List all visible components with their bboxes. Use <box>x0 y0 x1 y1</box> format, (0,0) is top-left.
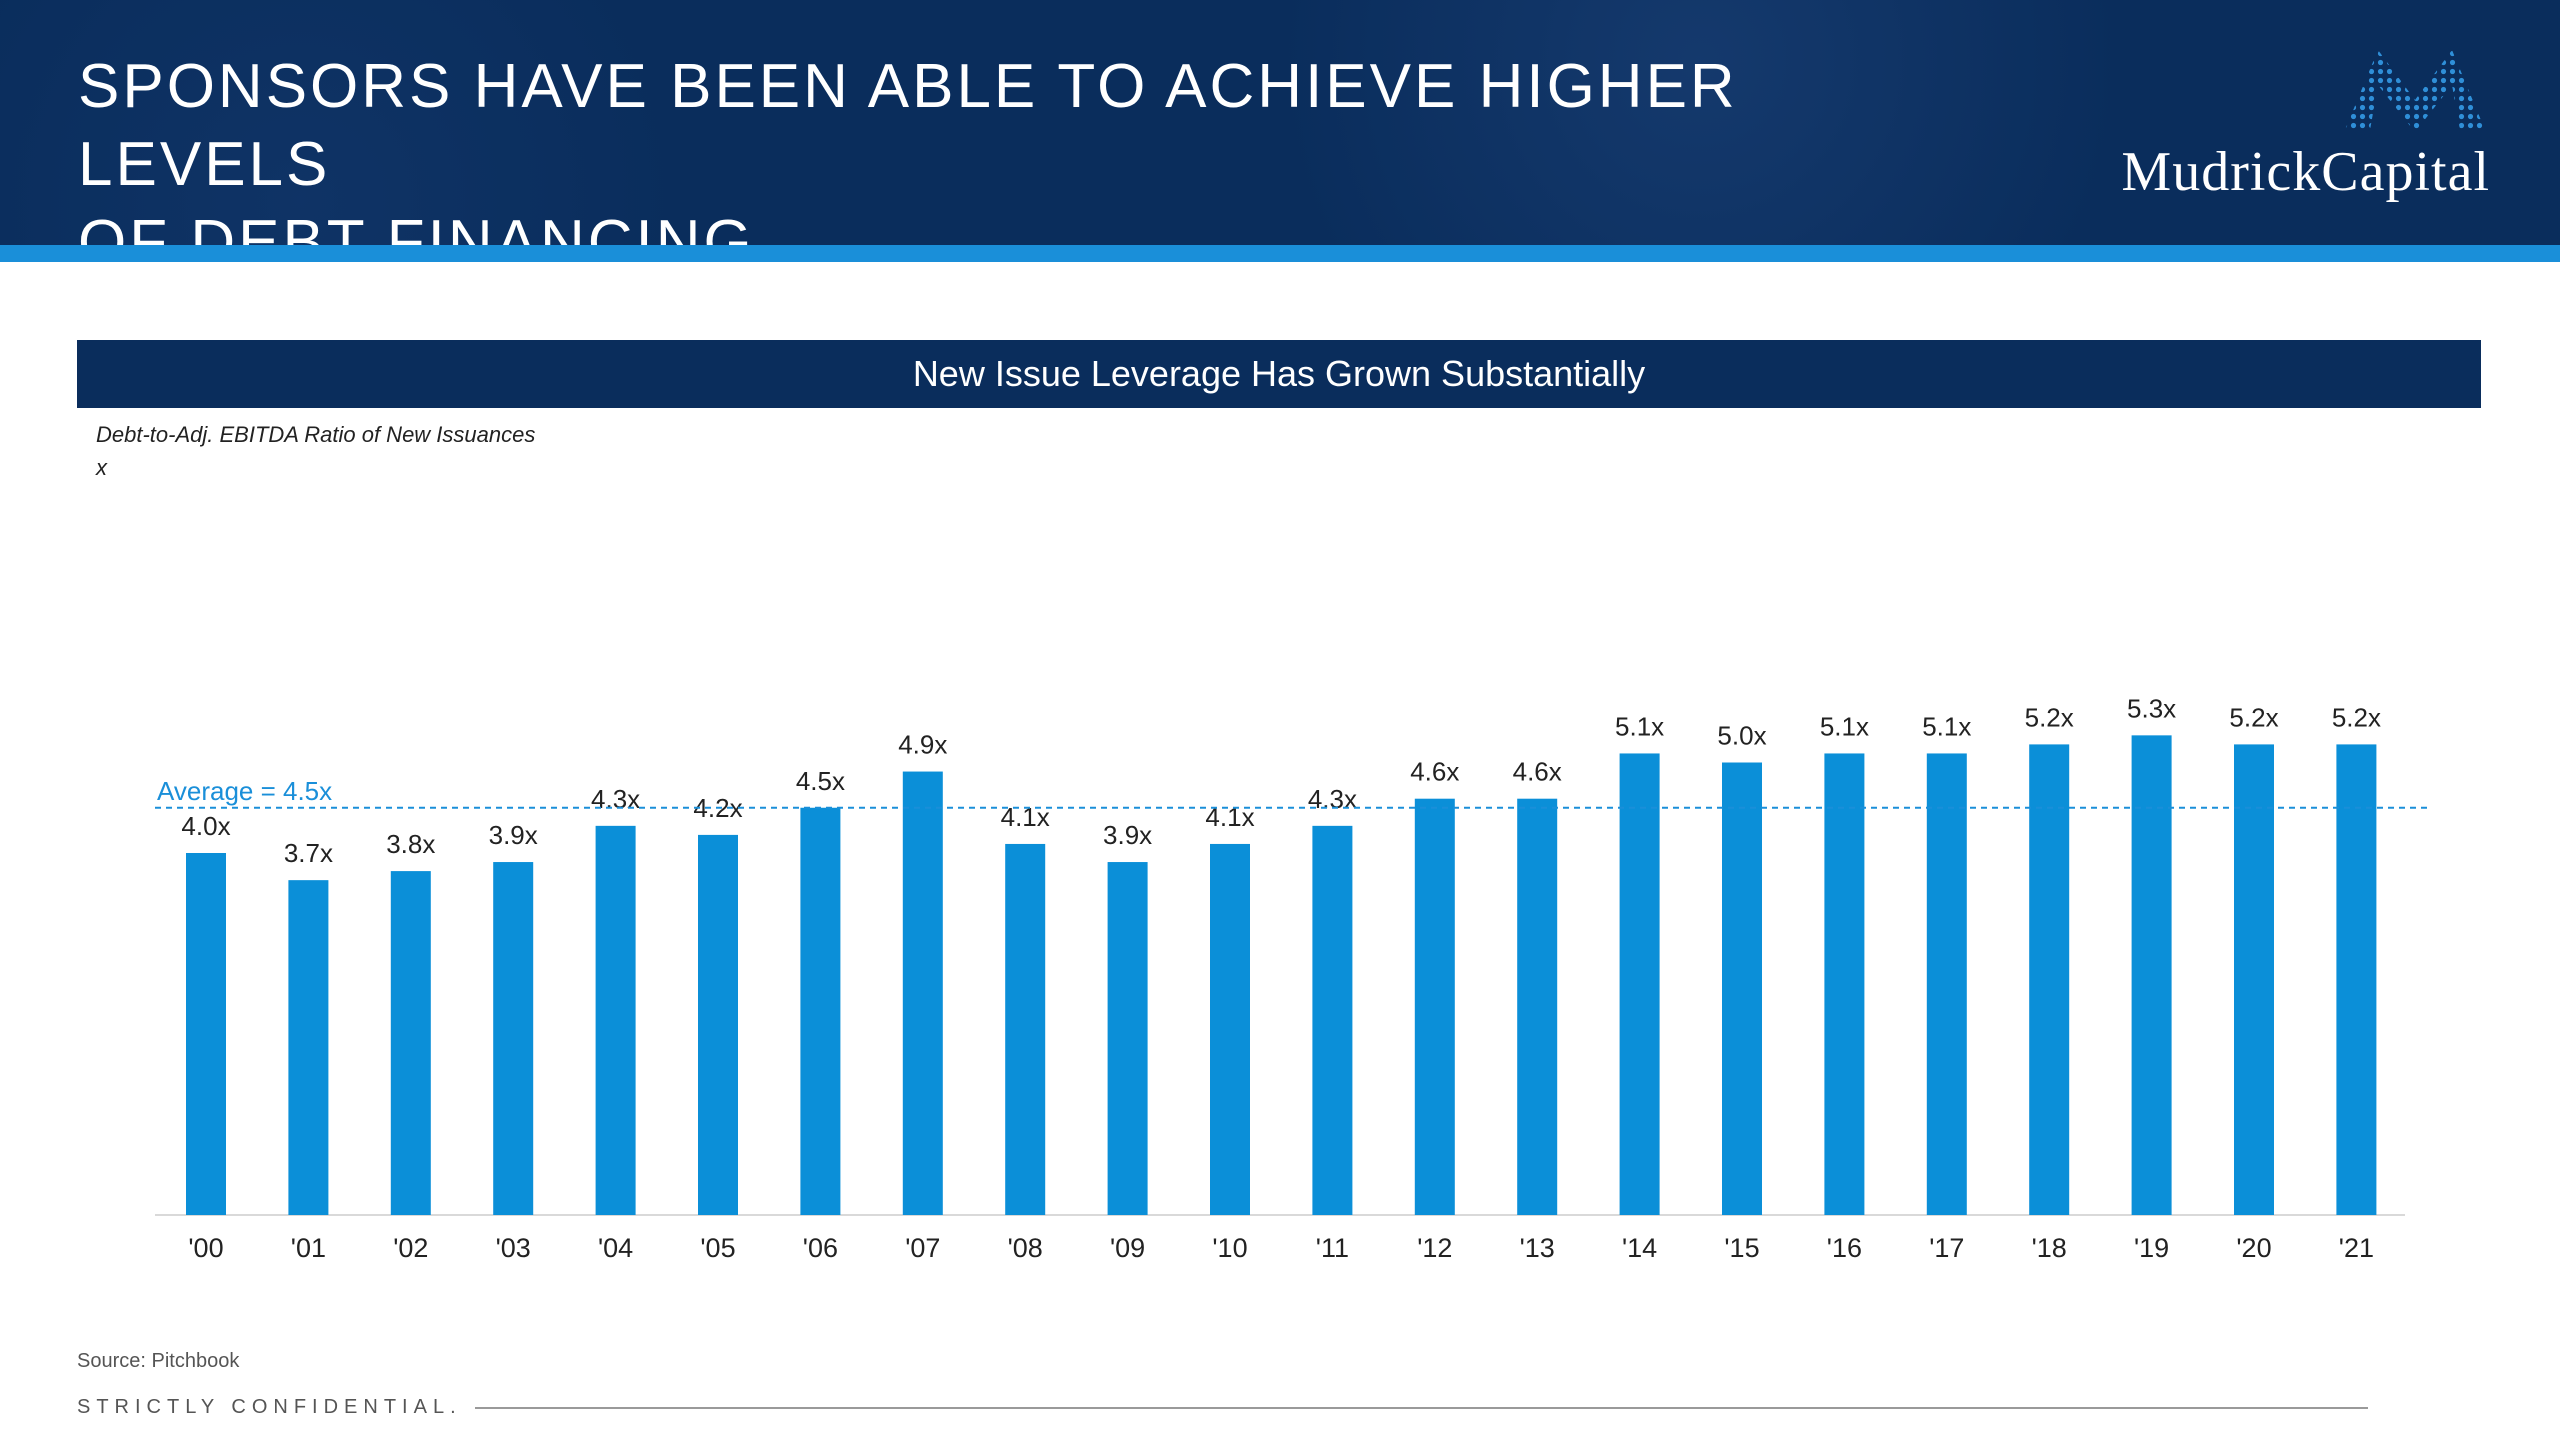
bar <box>1517 798 1558 1215</box>
bar <box>800 807 841 1215</box>
source-note: Source: Pitchbook <box>77 1350 240 1372</box>
bar <box>1926 753 1967 1215</box>
x-tick-label: '19 <box>2134 1233 2169 1263</box>
x-tick-label: '21 <box>2339 1233 2374 1263</box>
x-tick-label: '13 <box>1520 1233 1555 1263</box>
bar-value-label: 4.1x <box>1001 802 1050 832</box>
bar <box>1107 862 1148 1215</box>
bar <box>186 853 226 1215</box>
x-tick-label: '08 <box>1008 1233 1043 1263</box>
page-title-line2: OF DEBT FINANCING <box>78 208 755 277</box>
x-tick-label: '09 <box>1110 1233 1145 1263</box>
x-tick-label: '17 <box>1929 1233 1964 1263</box>
bar-value-label: 5.1x <box>1820 711 1869 741</box>
average-label: Average = 4.5x <box>157 776 332 806</box>
x-tick-label: '11 <box>1316 1233 1349 1263</box>
logo-mark-icon <box>2345 50 2485 132</box>
confidential-label: STRICTLY CONFIDENTIAL. <box>77 1396 462 1418</box>
x-tick-label: '10 <box>1212 1233 1247 1263</box>
bar <box>1619 753 1660 1215</box>
bar <box>288 880 329 1215</box>
x-tick-label: '04 <box>598 1233 633 1263</box>
bar-value-label: 5.2x <box>2332 702 2381 732</box>
bar-value-label: 5.1x <box>1922 711 1971 741</box>
chart-subtitle: Debt-to-Adj. EBITDA Ratio of New Issuanc… <box>96 418 535 484</box>
chart-unit: x <box>96 455 107 480</box>
bar-value-label: 3.9x <box>1103 820 1152 850</box>
x-tick-label: '07 <box>905 1233 940 1263</box>
bar-value-label: 4.1x <box>1205 802 1254 832</box>
x-tick-label: '03 <box>496 1233 531 1263</box>
bar-value-label: 3.7x <box>284 838 333 868</box>
footer-rule <box>475 1407 2368 1409</box>
company-logo: MudrickCapital <box>1960 40 2490 210</box>
bar-value-label: 5.2x <box>2229 702 2278 732</box>
bar <box>1005 843 1046 1215</box>
header-band: SPONSORS HAVE BEEN ABLE TO ACHIEVE HIGHE… <box>0 0 2560 277</box>
bar <box>390 871 431 1215</box>
x-tick-label: '06 <box>803 1233 838 1263</box>
leverage-bar-chart: 4.0x'003.7x'013.8x'023.9x'034.3x'044.2x'… <box>155 693 2432 1263</box>
x-tick-label: '00 <box>188 1233 223 1263</box>
page-title: SPONSORS HAVE BEEN ABLE TO ACHIEVE HIGHE… <box>78 48 1978 282</box>
bar <box>2234 744 2274 1215</box>
bar-value-label: 5.1x <box>1615 711 1664 741</box>
bar-value-label: 4.3x <box>591 784 640 814</box>
chart-subtitle-text: Debt-to-Adj. EBITDA Ratio of New Issuanc… <box>96 422 536 447</box>
bar-value-label: 5.0x <box>1717 721 1766 751</box>
bar-value-label: 4.9x <box>898 730 947 760</box>
bar <box>1722 762 1762 1215</box>
bar-value-label: 5.2x <box>2025 702 2074 732</box>
bar-value-label: 4.5x <box>796 766 845 796</box>
x-tick-label: '14 <box>1622 1233 1657 1263</box>
x-tick-label: '05 <box>700 1233 735 1263</box>
bar <box>1414 798 1455 1215</box>
bar-value-label: 4.6x <box>1513 757 1562 787</box>
bar-value-label: 4.0x <box>181 811 230 841</box>
bar <box>2029 744 2070 1215</box>
bar-value-label: 4.3x <box>1308 784 1357 814</box>
chart-banner: New Issue Leverage Has Grown Substantial… <box>77 340 2481 408</box>
x-tick-label: '16 <box>1827 1233 1862 1263</box>
page-title-line1: SPONSORS HAVE BEEN ABLE TO ACHIEVE HIGHE… <box>78 52 1738 199</box>
x-tick-label: '01 <box>291 1233 326 1263</box>
logo-text: MudrickCapital <box>2121 141 2490 203</box>
bar <box>2336 744 2377 1215</box>
bar <box>1210 843 1250 1215</box>
bar-value-label: 5.3x <box>2127 693 2176 723</box>
bar <box>1312 825 1353 1215</box>
bar <box>698 834 738 1215</box>
bar-value-label: 4.6x <box>1410 757 1459 787</box>
bar <box>595 825 636 1215</box>
x-tick-label: '18 <box>2032 1233 2067 1263</box>
bar-value-label: 3.9x <box>489 820 538 850</box>
x-tick-label: '15 <box>1724 1233 1759 1263</box>
bar-value-label: 3.8x <box>386 829 435 859</box>
x-tick-label: '20 <box>2236 1233 2271 1263</box>
bar <box>902 771 943 1215</box>
x-tick-label: '12 <box>1417 1233 1452 1263</box>
bar <box>2131 735 2172 1215</box>
header-accent-stripe <box>0 245 2560 262</box>
x-tick-label: '02 <box>393 1233 428 1263</box>
bar <box>1824 753 1865 1215</box>
bar <box>493 862 534 1215</box>
